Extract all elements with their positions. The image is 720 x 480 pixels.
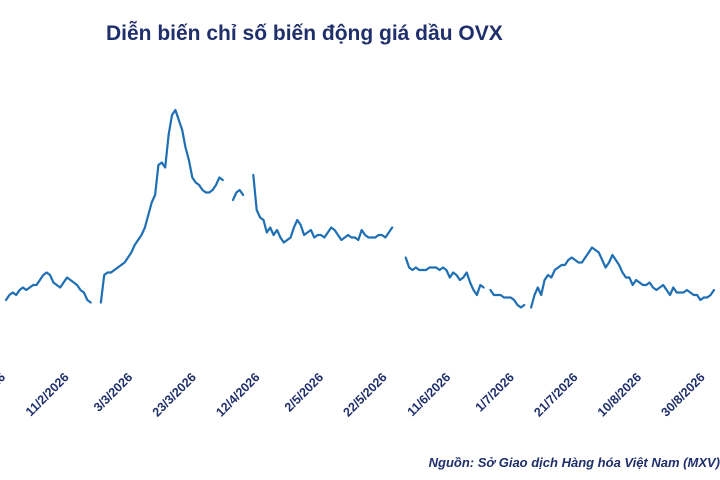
x-axis-tick-labels: 22/1/2026 11/2/2026 3/3/2026 23/3/2026 12/4/… [0, 370, 708, 419]
source-note: Nguồn: Sở Giao dịch Hàng hóa Việt Nam (M… [428, 455, 720, 470]
series-line-segment [231, 188, 245, 202]
x-tick-label: 23/3/2026 [150, 370, 199, 419]
x-tick-label: 3/3/2026 [91, 370, 135, 414]
x-tick-label: 22/1/2026 [0, 370, 8, 419]
series-lines [4, 108, 716, 309]
series-line-segment [4, 271, 92, 304]
x-tick-label: 12/4/2026 [213, 370, 262, 419]
x-tick-label: 22/5/2026 [341, 370, 390, 419]
x-tick-label: 30/8/2026 [659, 370, 708, 419]
x-tick-label: 11/6/2026 [405, 370, 454, 419]
series-line-segment [99, 108, 224, 304]
x-tick-label: 21/7/2026 [531, 370, 580, 419]
x-tick-label: 2/5/2026 [282, 370, 326, 414]
series-line-segment [252, 173, 394, 244]
series-line-segment [489, 288, 526, 309]
x-tick-label: 10/8/2026 [595, 370, 644, 419]
chart-title: Diễn biến chỉ số biến động giá dầu OVX [106, 22, 503, 45]
series-line-segment [404, 256, 485, 297]
series-line-segment [529, 246, 716, 309]
x-tick-label: 11/2/2026 [23, 370, 72, 419]
x-tick-label: 1/7/2026 [473, 370, 517, 414]
